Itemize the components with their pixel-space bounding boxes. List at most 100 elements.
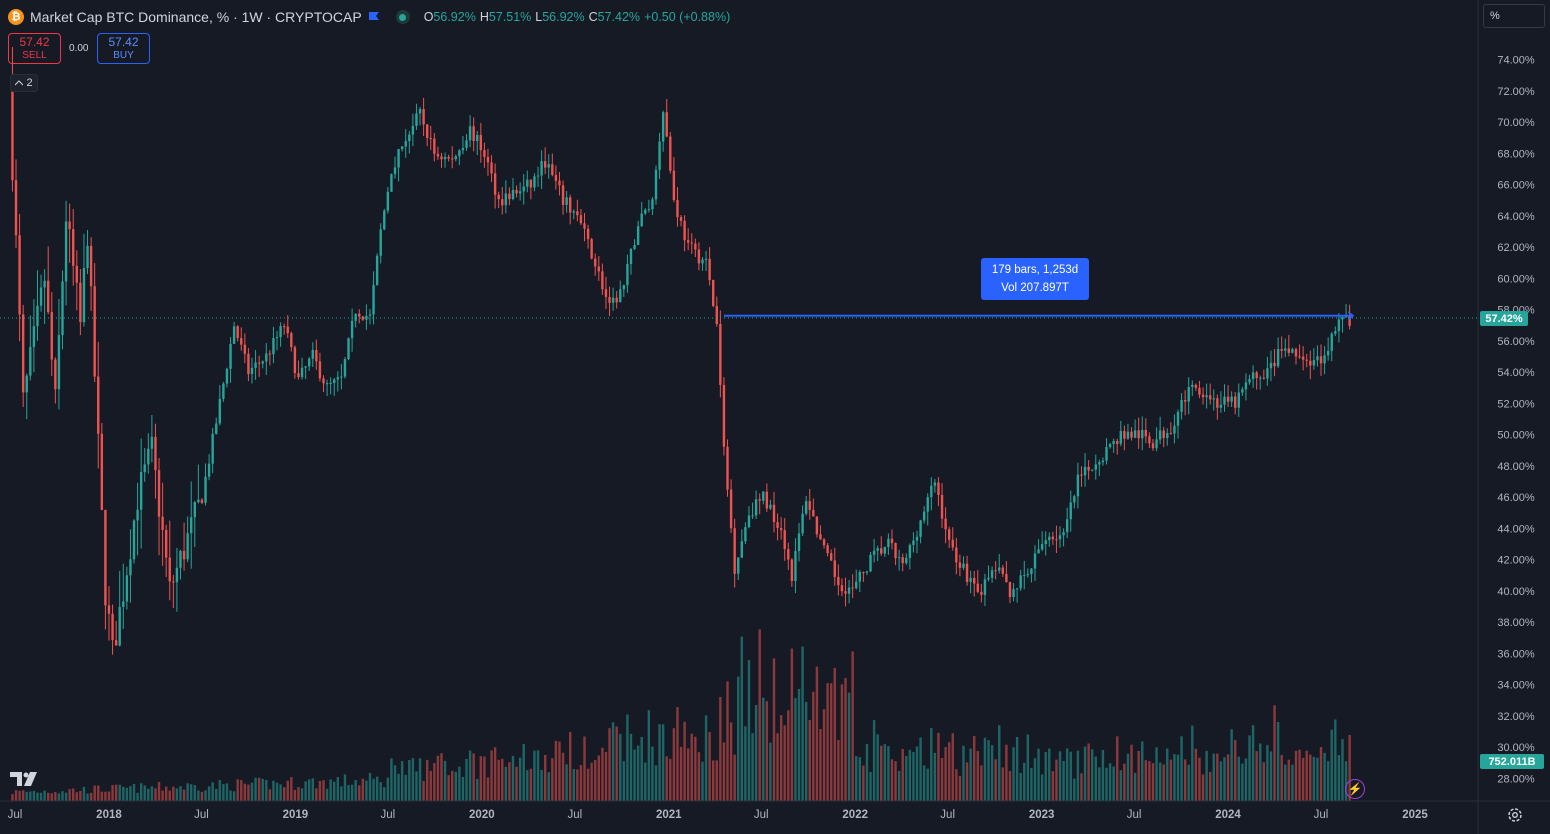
bolt-icon[interactable]: ⚡	[1345, 779, 1365, 799]
candle-body	[154, 436, 157, 471]
gear-icon[interactable]	[1506, 806, 1524, 824]
candle-body	[529, 179, 533, 188]
volume-bar	[1023, 762, 1026, 801]
market-status-icon[interactable]	[395, 10, 410, 24]
current-volume-tag: 752.011B	[1480, 754, 1544, 769]
volume-bar	[608, 728, 611, 801]
candle-body	[486, 156, 490, 163]
candle-body	[829, 553, 833, 561]
volume-bar	[990, 745, 994, 801]
candle-body	[1169, 433, 1173, 435]
candle-body	[994, 570, 997, 572]
candle-body	[808, 501, 811, 510]
candle-body	[905, 557, 908, 564]
volume-bar	[1341, 739, 1344, 801]
volume-bar	[11, 794, 14, 801]
candle-body	[1015, 588, 1019, 590]
volume-bar	[157, 782, 161, 801]
candle-body	[125, 575, 129, 602]
volume-bar	[808, 719, 811, 801]
price-tick-label: 28.00%	[1497, 773, 1535, 785]
candle-body	[622, 285, 626, 290]
volume-bar	[275, 782, 279, 801]
candle-body	[586, 228, 590, 240]
volume-bar	[1223, 757, 1226, 801]
candle-body	[1062, 532, 1065, 536]
indicators-toggle-button[interactable]: 2	[10, 74, 38, 92]
candle-body	[511, 189, 515, 200]
sell-button[interactable]: 57.42 SELL	[8, 33, 61, 64]
volume-bar	[1326, 761, 1330, 801]
candle-body	[844, 591, 847, 594]
volume-bar	[636, 745, 640, 801]
volume-bar	[1255, 751, 1258, 801]
candle-body	[783, 530, 786, 550]
volume-bar	[905, 756, 908, 801]
volume-bar	[300, 788, 304, 801]
volume-bar	[343, 774, 347, 801]
candle-body	[1294, 349, 1298, 357]
candle-body	[1073, 496, 1076, 503]
volume-bar	[197, 790, 200, 801]
candle-body	[1158, 430, 1162, 440]
candle-body	[626, 264, 629, 286]
buy-price: 57.42	[108, 34, 139, 49]
volume-bar	[1130, 744, 1133, 801]
volume-bar	[104, 791, 107, 801]
volume-bar	[969, 748, 972, 801]
volume-bar	[676, 707, 679, 801]
volume-bar	[175, 788, 179, 801]
time-scale: Jul 2018 Jul 2019 Jul 2020 Jul 2021 Jul 2022 Jul 20…	[8, 809, 1429, 821]
buy-button[interactable]: 57.42 BUY	[97, 33, 150, 64]
volume-bar	[147, 788, 150, 801]
volume-bar	[164, 786, 168, 801]
candle-body	[1276, 349, 1280, 367]
volume-bar	[32, 790, 36, 801]
volume-bar	[962, 745, 965, 801]
volume-bar	[847, 692, 851, 801]
price-scale-mode-input[interactable]	[1483, 4, 1545, 28]
volume-bar	[1201, 774, 1205, 801]
price-tick-label: 70.00%	[1497, 117, 1535, 129]
candle-body	[1241, 389, 1244, 393]
candle-body	[225, 368, 229, 384]
candle-body	[1098, 462, 1101, 465]
candle-body	[393, 167, 397, 175]
candle-body	[100, 433, 104, 510]
volume-bar	[1319, 746, 1323, 801]
candle-body	[561, 185, 565, 205]
volume-bar	[1105, 767, 1108, 801]
volume-bar	[172, 786, 175, 801]
candle-body	[143, 464, 146, 473]
volume-bar	[597, 755, 601, 801]
candle-body	[568, 197, 572, 213]
volume-bar	[508, 762, 511, 801]
volume-bar	[211, 782, 214, 801]
symbol-title[interactable]: Market Cap BTC Dominance, % · 1W · CRYPT…	[30, 9, 362, 25]
flag-icon[interactable]	[368, 11, 380, 23]
volume-bar	[965, 762, 969, 801]
open-value: 56.92%	[433, 10, 476, 24]
volume-bar	[143, 785, 146, 801]
volume-bar	[787, 710, 790, 801]
volume-bar	[504, 766, 508, 801]
volume-bar	[1323, 752, 1326, 801]
candle-body	[458, 150, 461, 157]
volume-bar	[1230, 729, 1233, 801]
candle-body	[851, 587, 854, 589]
candle-body	[869, 554, 872, 572]
volume-bar	[797, 688, 801, 801]
volume-bar	[225, 783, 229, 801]
volume-bar	[132, 783, 136, 801]
tradingview-logo-icon[interactable]	[10, 770, 42, 788]
volume-bar	[43, 790, 46, 801]
candle-body	[594, 258, 597, 267]
volume-bar	[894, 761, 897, 801]
volume-bar	[168, 790, 171, 801]
volume-bar	[61, 791, 64, 801]
candle-body	[619, 289, 622, 303]
volume-bar	[926, 768, 929, 801]
price-scale: 74.00% 72.00% 70.00% 68.00% 66.00% 64.00% 62.0…	[1497, 55, 1535, 786]
volume-bar	[951, 733, 954, 801]
